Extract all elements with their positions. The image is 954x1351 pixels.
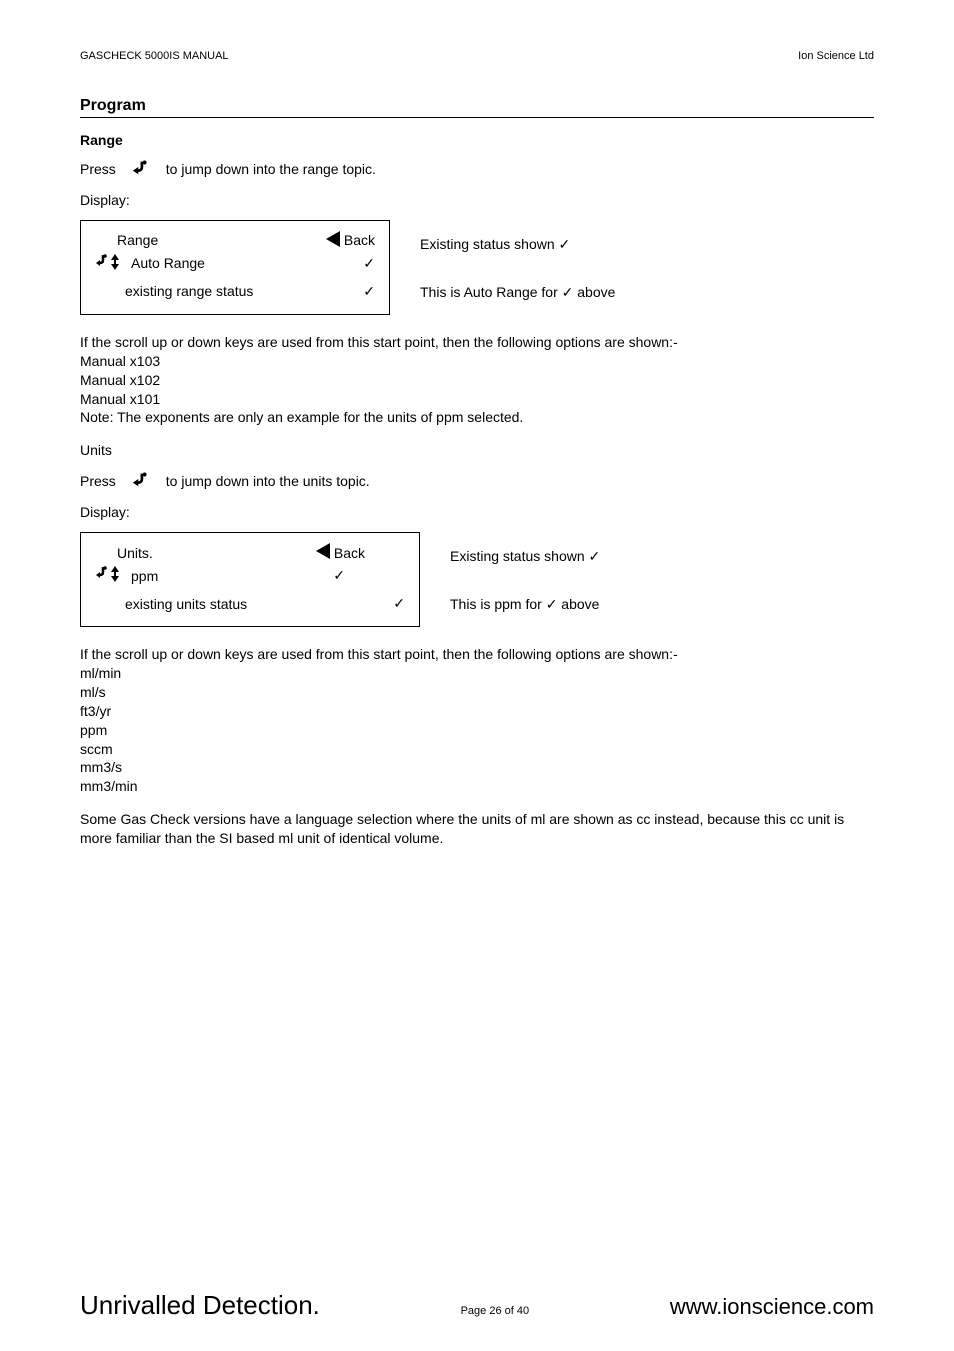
- units-closing: Some Gas Check versions have a language …: [80, 810, 874, 848]
- units-display-row: Units. Back: [80, 532, 874, 627]
- page-footer: Unrivalled Detection. Page 26 of 40 www.…: [80, 1290, 874, 1321]
- note-line2: This is Auto Range for ✓ above: [420, 284, 615, 301]
- range-option-2: Manual x101: [80, 390, 874, 409]
- display-label-units: Display:: [80, 503, 874, 522]
- back-triangle-icon: [326, 231, 342, 250]
- press-prefix: Press: [80, 472, 116, 491]
- units-option-3: ppm: [80, 721, 874, 740]
- note-line2: This is ppm for ✓ above: [450, 596, 600, 613]
- nav-icons: [95, 252, 125, 275]
- enter-icon: [130, 470, 152, 493]
- box-title: Range: [95, 232, 158, 248]
- units-option-0: ml/min: [80, 664, 874, 683]
- units-option-5: mm3/s: [80, 758, 874, 777]
- footer-right: www.ionscience.com: [670, 1294, 874, 1320]
- press-suffix: to jump down into the range topic.: [166, 160, 376, 179]
- back-triangle-icon: [316, 543, 332, 562]
- units-option-2: ft3/yr: [80, 702, 874, 721]
- status-line: existing units status: [125, 596, 247, 612]
- units-option-1: ml/s: [80, 683, 874, 702]
- back-label: Back: [334, 545, 365, 561]
- header-left: GASCHECK 5000IS MANUAL: [80, 50, 229, 62]
- page-header: GASCHECK 5000IS MANUAL Ion Science Ltd: [80, 50, 874, 62]
- display-label-range: Display:: [80, 191, 874, 210]
- status-line: existing range status: [125, 283, 253, 299]
- section-title: Program: [80, 97, 874, 118]
- range-display-row: Range Back: [80, 220, 874, 315]
- check-icon: ✓: [363, 255, 375, 272]
- back-label: Back: [344, 232, 375, 248]
- units-press-row: Press to jump down into the units topic.: [80, 470, 874, 493]
- check-icon: ✓: [363, 283, 375, 300]
- range-display-box: Range Back: [80, 220, 390, 315]
- range-option-0: Manual x103: [80, 352, 874, 371]
- selected-option: Auto Range: [131, 255, 205, 271]
- press-prefix: Press: [80, 160, 116, 179]
- header-right: Ion Science Ltd: [798, 50, 874, 62]
- units-option-4: sccm: [80, 740, 874, 759]
- units-side-notes: Existing status shown ✓ This is ppm for …: [450, 532, 600, 627]
- range-side-notes: Existing status shown ✓ This is Auto Ran…: [420, 220, 615, 315]
- units-display-box: Units. Back: [80, 532, 420, 627]
- range-after-text: If the scroll up or down keys are used f…: [80, 333, 874, 352]
- range-press-row: Press to jump down into the range topic.: [80, 158, 874, 181]
- units-option-6: mm3/min: [80, 777, 874, 796]
- enter-icon: [130, 158, 152, 181]
- footer-left: Unrivalled Detection.: [80, 1290, 320, 1321]
- units-heading: Units: [80, 441, 874, 460]
- units-after-text: If the scroll up or down keys are used f…: [80, 645, 874, 664]
- note-line1: Existing status shown ✓: [450, 548, 600, 565]
- note-line1: Existing status shown ✓: [420, 236, 615, 253]
- nav-icons: [95, 564, 125, 587]
- footer-mid: Page 26 of 40: [461, 1305, 530, 1317]
- range-heading: Range: [80, 132, 874, 148]
- range-option-1: Manual x102: [80, 371, 874, 390]
- range-note: Note: The exponents are only an example …: [80, 408, 874, 427]
- page: GASCHECK 5000IS MANUAL Ion Science Ltd P…: [0, 0, 954, 1351]
- check-icon: ✓: [333, 567, 405, 584]
- selected-option: ppm: [131, 568, 158, 584]
- box-title: Units.: [95, 545, 153, 561]
- press-suffix: to jump down into the units topic.: [166, 472, 370, 491]
- check-icon: ✓: [393, 595, 405, 612]
